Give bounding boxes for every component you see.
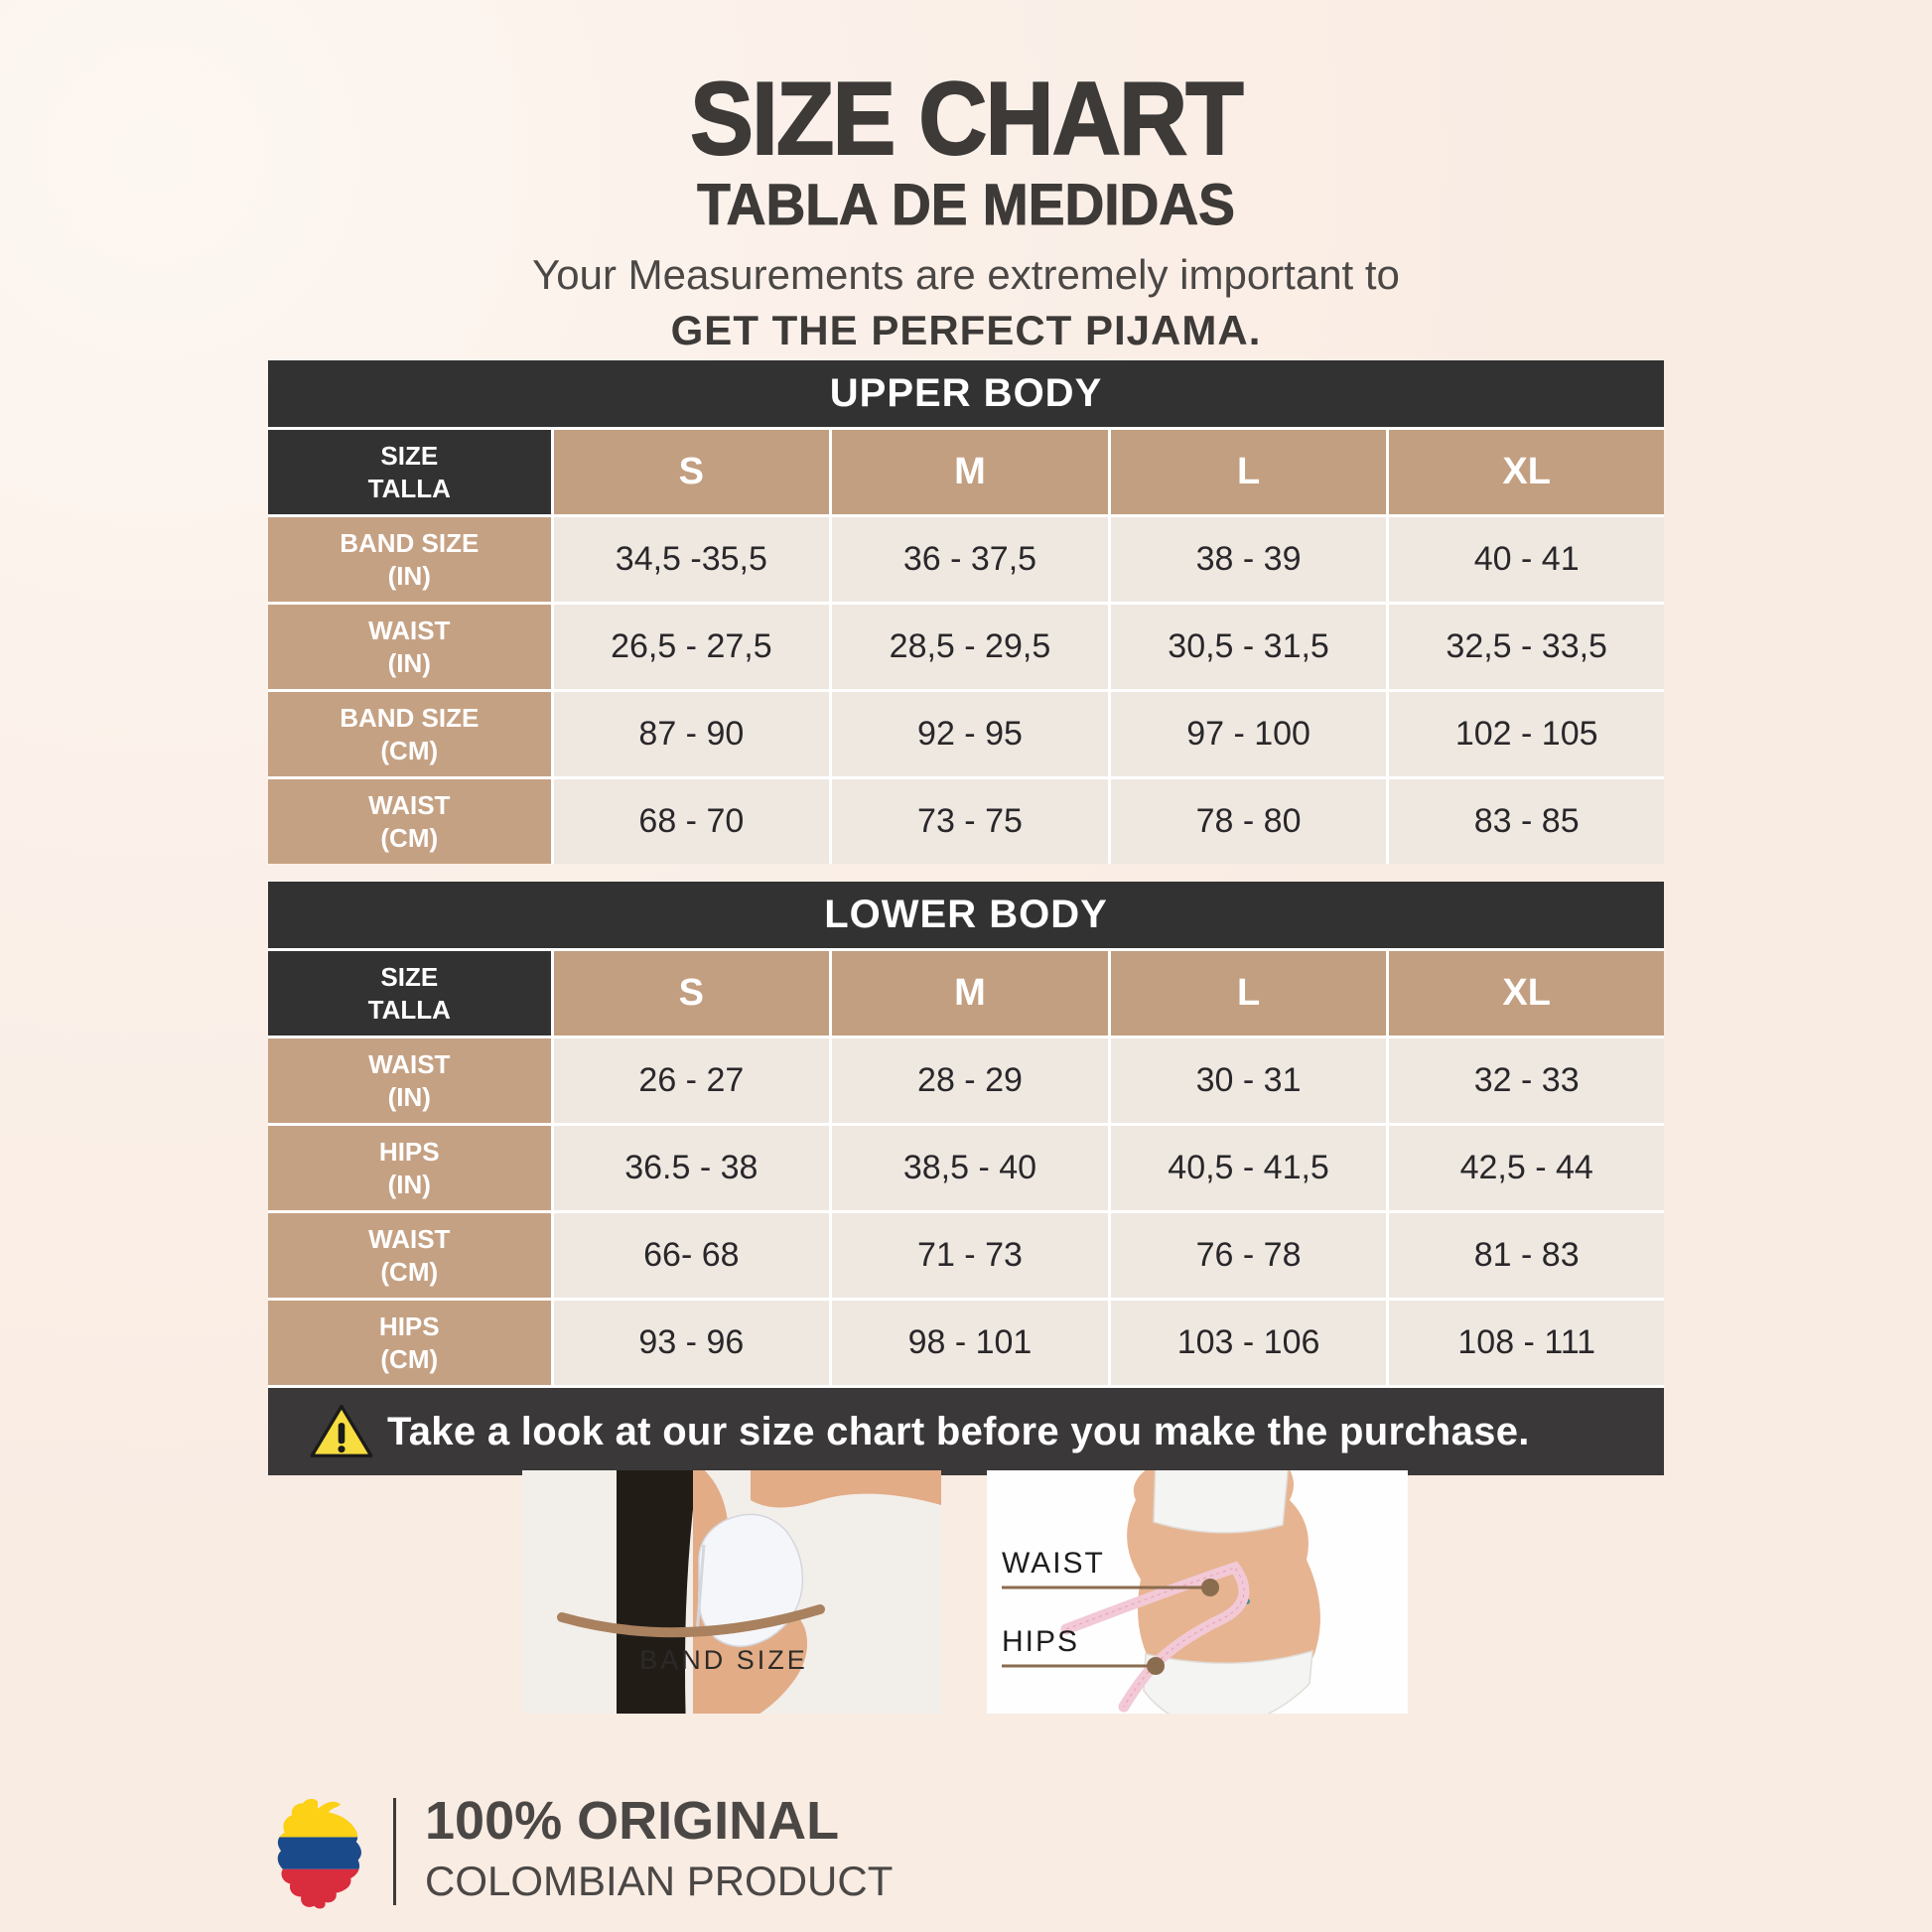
svg-text:BAND SIZE: BAND SIZE [639, 1645, 808, 1675]
svg-text:HIPS: HIPS [1002, 1625, 1079, 1658]
svg-text:WAIST: WAIST [1002, 1547, 1105, 1580]
